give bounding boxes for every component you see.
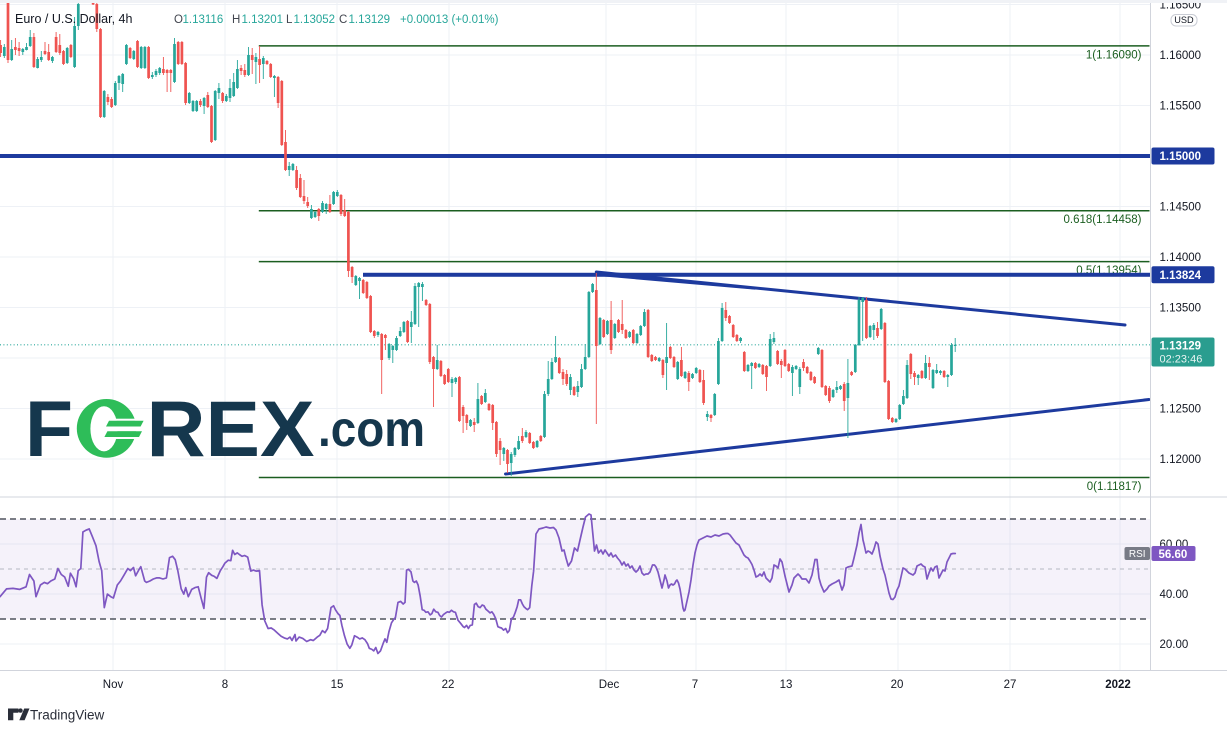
svg-text:1.13824: 1.13824 [1160, 270, 1202, 282]
svg-text:L: L [286, 14, 293, 26]
svg-text:56.60: 56.60 [1159, 549, 1188, 561]
svg-text:H: H [232, 14, 240, 26]
svg-text:1.13052: 1.13052 [294, 14, 336, 26]
svg-text:F: F [25, 384, 73, 473]
svg-text:20.00: 20.00 [1160, 639, 1189, 651]
svg-text:1.13500: 1.13500 [1160, 303, 1202, 315]
svg-text:1.15000: 1.15000 [1160, 151, 1202, 163]
svg-text:REX: REX [147, 384, 315, 473]
svg-text:.com: .com [318, 401, 425, 457]
svg-text:1.12500: 1.12500 [1160, 404, 1202, 416]
svg-text:1.14000: 1.14000 [1160, 252, 1202, 264]
svg-text:22: 22 [442, 679, 455, 691]
svg-text:TradingView: TradingView [30, 708, 105, 723]
svg-text:USD: USD [1174, 15, 1194, 25]
svg-text:Euro / U.S. Dollar, 4h: Euro / U.S. Dollar, 4h [15, 12, 132, 26]
svg-text:1(1.16090): 1(1.16090) [1086, 49, 1142, 61]
svg-text:Nov: Nov [103, 679, 124, 691]
svg-text:O: O [174, 14, 183, 26]
svg-text:RSI: RSI [1129, 549, 1146, 560]
svg-text:C: C [339, 14, 347, 26]
svg-text:1.16500: 1.16500 [1160, 0, 1202, 12]
svg-text:Dec: Dec [599, 679, 620, 691]
svg-text:2022: 2022 [1105, 679, 1131, 691]
svg-text:20: 20 [891, 679, 904, 691]
svg-text:02:23:46: 02:23:46 [1160, 354, 1203, 366]
svg-text:27: 27 [1004, 679, 1017, 691]
svg-text:7: 7 [692, 679, 698, 691]
svg-text:1.13129: 1.13129 [349, 14, 391, 26]
svg-text:15: 15 [331, 679, 344, 691]
svg-text:40.00: 40.00 [1160, 589, 1189, 601]
svg-text:1.16000: 1.16000 [1160, 50, 1202, 62]
svg-text:1.13201: 1.13201 [242, 14, 284, 26]
svg-text:1.12000: 1.12000 [1160, 454, 1202, 466]
svg-text:1.13129: 1.13129 [1160, 340, 1202, 352]
svg-text:0.618(1.14458): 0.618(1.14458) [1063, 214, 1141, 226]
svg-text:+0.00013 (+0.01%): +0.00013 (+0.01%) [400, 14, 499, 26]
svg-text:13: 13 [780, 679, 793, 691]
svg-text:0(1.11817): 0(1.11817) [1087, 481, 1142, 493]
svg-text:1.15500: 1.15500 [1160, 101, 1202, 113]
svg-text:8: 8 [222, 679, 228, 691]
svg-text:1.14500: 1.14500 [1160, 202, 1202, 214]
svg-text:1.13116: 1.13116 [183, 14, 224, 26]
